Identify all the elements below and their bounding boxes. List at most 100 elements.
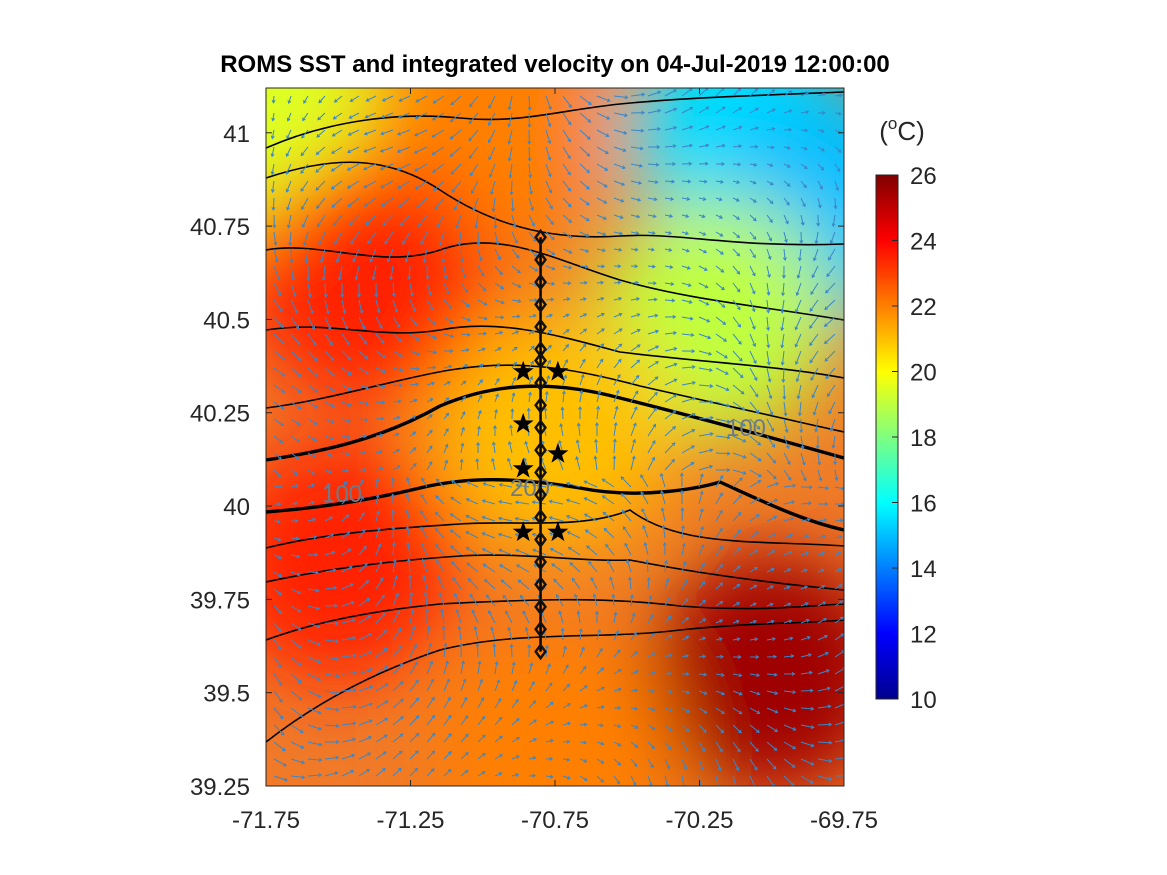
velocity-arrow — [358, 316, 366, 330]
arrow-head — [738, 494, 743, 499]
arrow-head — [399, 368, 404, 372]
arrow-head — [720, 672, 725, 677]
arrow-shaft — [596, 313, 605, 318]
arrow-head — [530, 360, 534, 365]
arrow-shaft — [766, 469, 777, 480]
arrow-head — [420, 526, 424, 531]
arrow-head — [412, 307, 416, 312]
arrow-shaft — [815, 231, 819, 244]
velocity-arrow — [341, 367, 352, 376]
velocity-arrow — [474, 214, 479, 230]
arrow-shaft — [715, 106, 726, 114]
arrow-shaft — [766, 282, 770, 295]
arrow-head — [665, 577, 670, 582]
velocity-arrow — [273, 401, 285, 410]
arrow-shaft — [783, 401, 787, 416]
arrow-shaft — [324, 551, 335, 556]
velocity-arrow — [290, 758, 306, 765]
arrow-shaft — [783, 90, 792, 97]
arrow-shaft — [817, 758, 832, 762]
velocity-arrow — [583, 480, 598, 488]
arrow-shaft — [364, 129, 377, 135]
arrow-shaft — [698, 417, 713, 420]
arrow-shaft — [290, 282, 296, 297]
arrow-shaft — [817, 197, 821, 208]
arrow-shaft — [482, 548, 496, 556]
arrow-shaft — [494, 772, 502, 777]
arrow-head — [365, 370, 370, 375]
transect-station — [534, 318, 547, 336]
velocity-arrow — [307, 517, 317, 522]
arrow-shaft — [528, 265, 538, 272]
arrow-shaft — [749, 316, 756, 330]
velocity-arrow — [579, 146, 591, 157]
arrow-shaft — [613, 328, 623, 335]
velocity-arrow — [290, 452, 300, 459]
arrow-shaft — [450, 95, 462, 106]
arrow-shaft — [450, 545, 462, 556]
velocity-arrow — [698, 473, 704, 488]
arrow-shaft — [433, 180, 445, 191]
velocity-arrow — [766, 231, 773, 242]
velocity-arrow — [511, 248, 520, 259]
arrow-shaft — [350, 95, 360, 102]
arrow-head — [530, 207, 535, 212]
arrow-shaft — [613, 724, 621, 728]
arrow-shaft — [647, 180, 658, 183]
arrow-shaft — [698, 88, 709, 97]
arrow-shaft — [568, 547, 581, 556]
arrow-shaft — [365, 214, 377, 226]
velocity-arrow — [800, 758, 815, 766]
arrow-head — [548, 482, 553, 487]
arrow-shaft — [341, 566, 353, 573]
arrow-head — [511, 661, 516, 666]
arrow-shaft — [307, 605, 320, 610]
arrow-head — [363, 166, 368, 171]
velocity-arrow — [800, 485, 813, 490]
arrow-head — [584, 280, 588, 285]
velocity-arrow — [715, 106, 726, 114]
arrow-shaft — [494, 409, 497, 420]
arrow-head — [787, 568, 792, 572]
velocity-arrow — [630, 455, 636, 471]
velocity-arrow — [358, 333, 367, 345]
arrow-shaft — [435, 528, 445, 539]
arrow-shaft — [290, 656, 302, 666]
velocity-arrow — [405, 525, 411, 539]
velocity-arrow — [545, 682, 553, 692]
arrow-head — [805, 618, 810, 623]
arrow-shaft — [409, 697, 419, 709]
velocity-arrow — [664, 298, 676, 303]
arrow-head — [531, 483, 536, 488]
arrow-shaft — [749, 707, 760, 714]
arrow-shaft — [817, 669, 830, 675]
arrow-head — [683, 766, 688, 771]
arrow-shaft — [435, 511, 445, 522]
arrow-head — [332, 568, 337, 573]
arrow-shaft — [545, 214, 554, 225]
arrow-head — [481, 548, 486, 552]
arrow-head — [826, 686, 831, 691]
arrow-head — [490, 457, 495, 462]
arrow-shaft — [562, 646, 567, 658]
velocity-arrow — [749, 418, 761, 430]
arrow-shaft — [511, 331, 519, 335]
arrow-shaft — [732, 350, 743, 362]
velocity-arrow — [681, 445, 695, 454]
velocity-arrow — [524, 626, 530, 641]
velocity-arrow — [545, 163, 552, 178]
arrow-shaft — [664, 758, 670, 769]
velocity-arrow — [800, 568, 808, 573]
arrow-head — [488, 105, 492, 110]
arrow-shaft — [545, 701, 554, 709]
arrow-shaft — [460, 459, 463, 471]
arrow-head — [316, 606, 321, 611]
velocity-arrow — [494, 347, 502, 352]
velocity-arrow — [698, 690, 708, 695]
arrow-head — [374, 293, 379, 298]
arrow-head — [461, 660, 465, 665]
arrow-shaft — [468, 112, 479, 124]
velocity-arrow — [324, 435, 334, 441]
arrow-shaft — [273, 656, 282, 668]
arrow-head — [809, 325, 813, 329]
